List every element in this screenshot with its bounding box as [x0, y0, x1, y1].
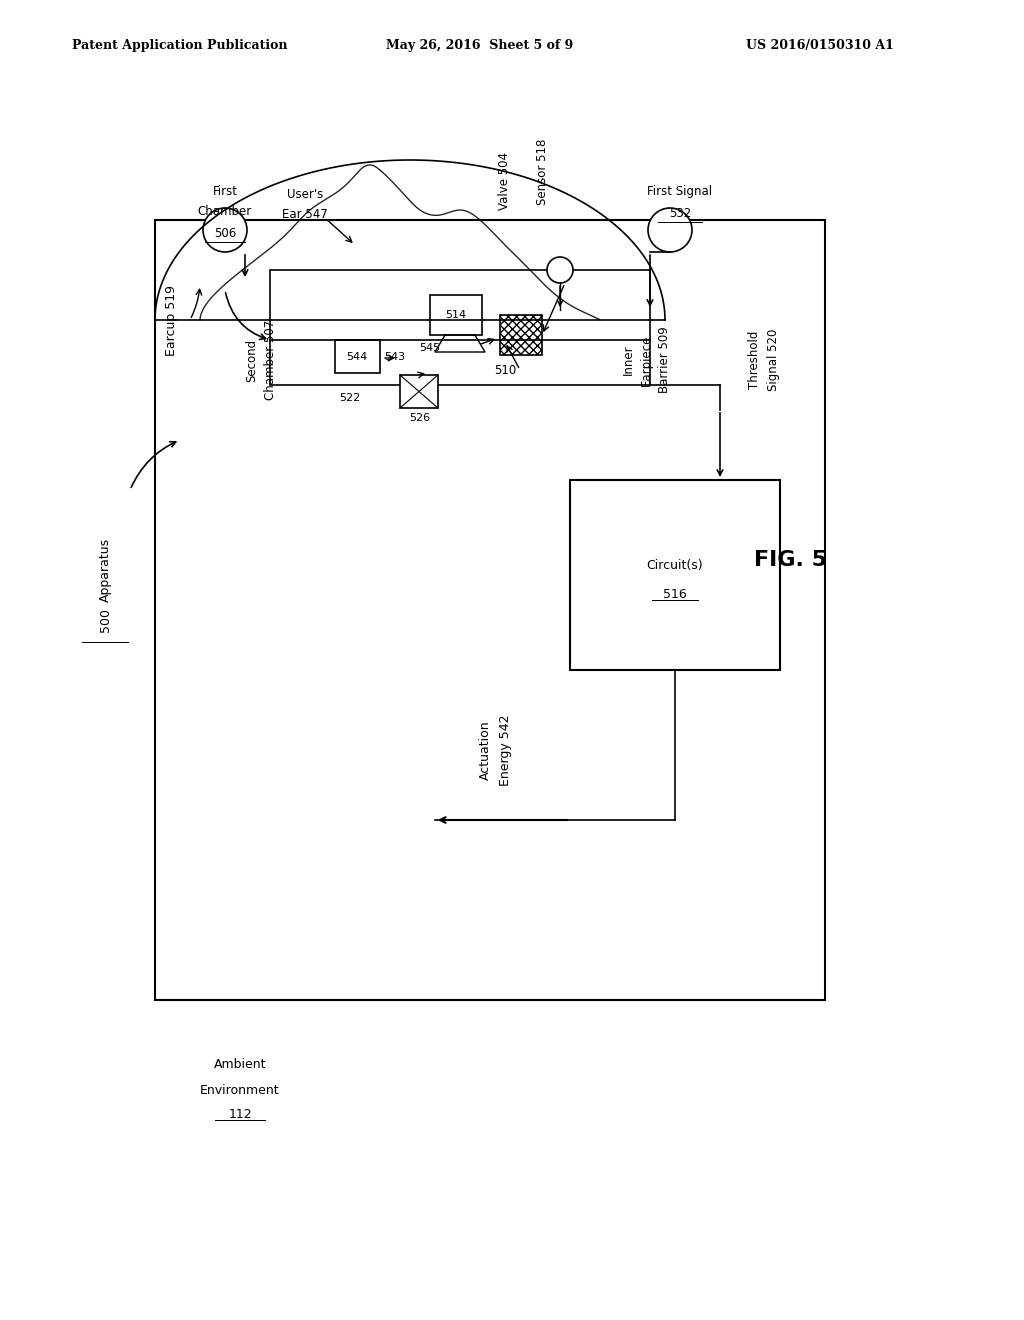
Text: Environment: Environment — [200, 1084, 280, 1097]
Text: 112: 112 — [228, 1109, 252, 1122]
Text: Barrier 509: Barrier 509 — [657, 326, 671, 393]
Text: 543: 543 — [384, 351, 406, 362]
Text: 506: 506 — [214, 227, 237, 240]
Text: 510: 510 — [494, 363, 516, 376]
Text: 516: 516 — [664, 589, 687, 602]
Text: Patent Application Publication: Patent Application Publication — [73, 38, 288, 51]
Circle shape — [203, 209, 247, 252]
Text: Inner: Inner — [622, 345, 635, 375]
Text: Ambient: Ambient — [214, 1059, 266, 1072]
Bar — [335, 341, 380, 374]
Text: Chamber: Chamber — [198, 205, 252, 218]
Text: Sensor 518: Sensor 518 — [536, 139, 549, 205]
Bar — [155, 220, 825, 1001]
Text: 522: 522 — [339, 393, 360, 403]
Circle shape — [547, 257, 573, 282]
Bar — [430, 294, 482, 335]
Text: Apparatus: Apparatus — [98, 539, 112, 602]
Circle shape — [648, 209, 692, 252]
Text: Earcup 519: Earcup 519 — [166, 285, 178, 355]
Text: Energy 542: Energy 542 — [499, 714, 512, 785]
Text: Actuation: Actuation — [478, 721, 492, 780]
Text: Signal 520: Signal 520 — [767, 329, 779, 391]
Text: 526: 526 — [410, 413, 430, 422]
Text: Chamber 507: Chamber 507 — [263, 319, 276, 400]
Bar — [570, 480, 780, 671]
Text: 532: 532 — [669, 207, 691, 220]
Text: Ear 547: Ear 547 — [283, 209, 328, 222]
Text: 500: 500 — [98, 609, 112, 632]
Text: 544: 544 — [346, 351, 368, 362]
Text: Earpiece: Earpiece — [640, 334, 652, 385]
Text: First: First — [213, 185, 238, 198]
Text: 545: 545 — [420, 343, 440, 352]
Bar — [270, 271, 650, 385]
Text: 514: 514 — [445, 310, 467, 319]
Text: Second: Second — [246, 338, 258, 381]
Text: User's: User's — [287, 189, 324, 202]
Text: Circuit(s): Circuit(s) — [647, 558, 703, 572]
Text: Threshold: Threshold — [749, 331, 762, 389]
Bar — [500, 315, 542, 355]
Text: Valve 504: Valve 504 — [499, 152, 512, 210]
Text: First Signal: First Signal — [647, 185, 713, 198]
Text: US 2016/0150310 A1: US 2016/0150310 A1 — [746, 38, 894, 51]
Bar — [400, 375, 438, 408]
Text: May 26, 2016  Sheet 5 of 9: May 26, 2016 Sheet 5 of 9 — [386, 38, 573, 51]
Text: FIG. 5: FIG. 5 — [754, 550, 826, 570]
